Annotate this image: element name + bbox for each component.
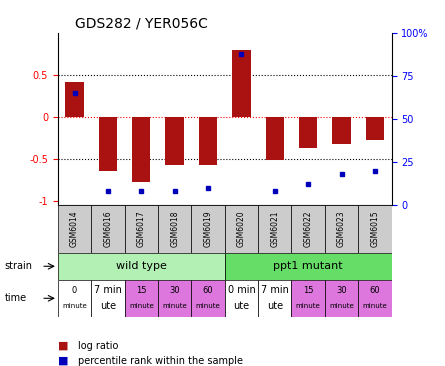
Bar (125, 280, 158, 317)
Text: GDS282 / YER056C: GDS282 / YER056C (75, 16, 207, 30)
Bar (225, 280, 258, 317)
Bar (58, 280, 91, 317)
Bar (291, 280, 325, 317)
Text: 7 min: 7 min (261, 285, 289, 295)
Text: minute: minute (162, 303, 187, 309)
Text: ■: ■ (58, 341, 69, 351)
Bar (325, 205, 358, 253)
Bar (332, 117, 351, 144)
Text: 0: 0 (72, 286, 77, 295)
Text: GSM6023: GSM6023 (337, 210, 346, 247)
Bar (158, 280, 191, 317)
Text: time: time (4, 293, 27, 303)
Bar (132, 117, 150, 182)
Text: ute: ute (233, 301, 250, 311)
Text: minute: minute (129, 303, 154, 309)
Text: GSM6021: GSM6021 (270, 210, 279, 247)
Text: ute: ute (267, 301, 283, 311)
Bar (225, 253, 392, 280)
Text: ■: ■ (58, 355, 69, 366)
Text: ute: ute (100, 301, 116, 311)
Bar (191, 280, 225, 317)
Bar (99, 117, 117, 171)
Bar (258, 280, 291, 317)
Text: minute: minute (62, 303, 87, 309)
Bar (166, 117, 184, 165)
Text: 60: 60 (203, 286, 213, 295)
Text: GSM6015: GSM6015 (370, 210, 380, 247)
Text: GSM6020: GSM6020 (237, 210, 246, 247)
Bar (199, 117, 217, 165)
Text: GSM6022: GSM6022 (303, 210, 313, 247)
Bar (58, 205, 91, 253)
Text: GSM6014: GSM6014 (70, 210, 79, 247)
Bar (125, 205, 158, 253)
Text: minute: minute (363, 303, 387, 309)
Text: log ratio: log ratio (78, 341, 118, 351)
Bar (58, 253, 225, 280)
Text: minute: minute (329, 303, 354, 309)
Text: GSM6017: GSM6017 (137, 210, 146, 247)
Text: 0 min: 0 min (227, 285, 255, 295)
Text: minute: minute (196, 303, 220, 309)
Bar (299, 117, 317, 148)
Text: GSM6016: GSM6016 (103, 210, 113, 247)
Text: wild type: wild type (116, 261, 167, 271)
Text: GSM6018: GSM6018 (170, 210, 179, 247)
Text: strain: strain (4, 261, 32, 271)
Bar (191, 205, 225, 253)
Bar (158, 205, 191, 253)
Text: 30: 30 (170, 286, 180, 295)
Bar (91, 205, 125, 253)
Bar (325, 280, 358, 317)
Bar (366, 117, 384, 139)
Bar (358, 205, 392, 253)
Text: ppt1 mutant: ppt1 mutant (273, 261, 343, 271)
Bar (91, 280, 125, 317)
Text: minute: minute (296, 303, 320, 309)
Bar (266, 117, 284, 160)
Bar (232, 50, 251, 117)
Text: 15: 15 (136, 286, 146, 295)
Bar (358, 280, 392, 317)
Text: GSM6019: GSM6019 (203, 210, 213, 247)
Text: 30: 30 (336, 286, 347, 295)
Text: 60: 60 (370, 286, 380, 295)
Bar (258, 205, 291, 253)
Text: percentile rank within the sample: percentile rank within the sample (78, 355, 243, 366)
Text: 7 min: 7 min (94, 285, 122, 295)
Bar (225, 205, 258, 253)
Bar (65, 82, 84, 117)
Bar (291, 205, 325, 253)
Text: 15: 15 (303, 286, 313, 295)
